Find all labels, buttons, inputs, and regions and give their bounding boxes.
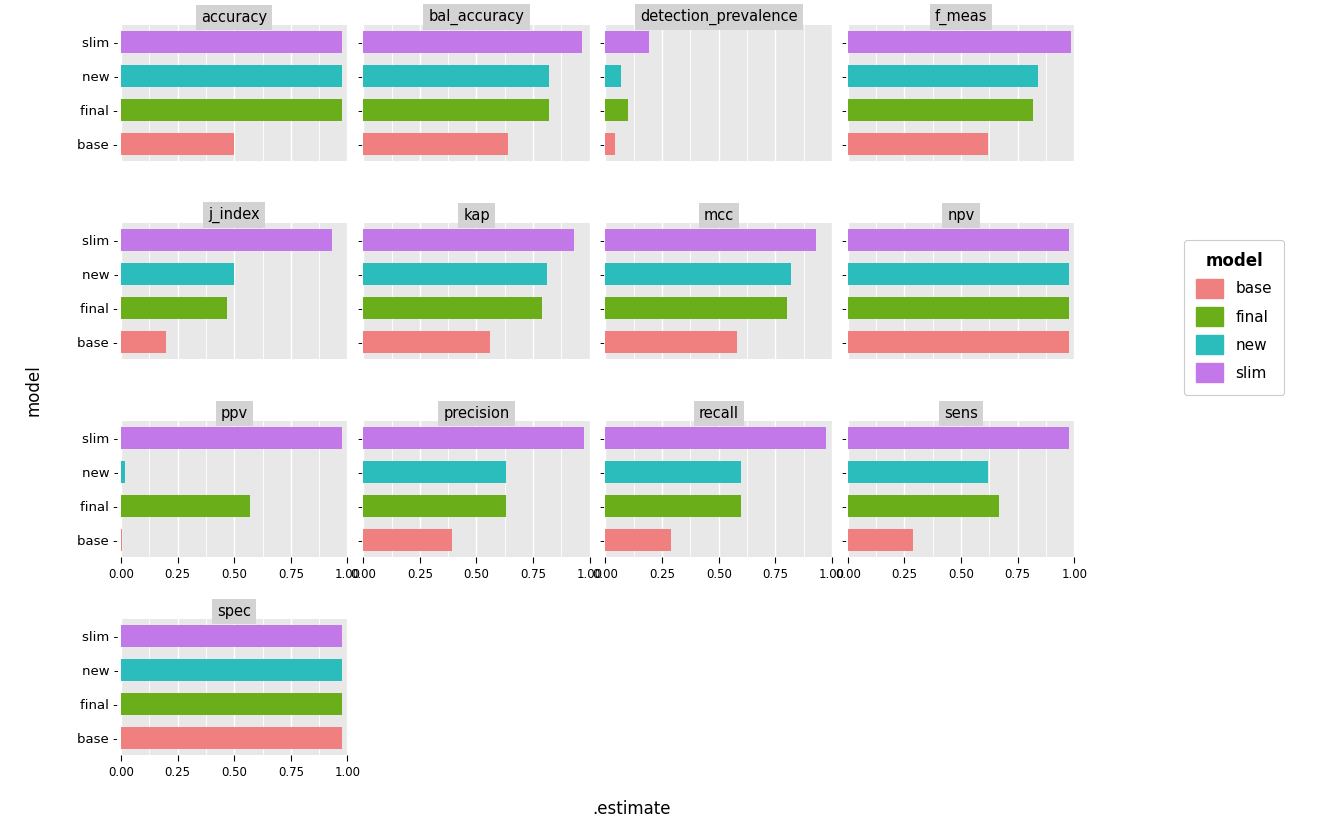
Title: mcc: mcc xyxy=(704,208,734,223)
Bar xyxy=(606,530,671,551)
Text: model: model xyxy=(24,364,43,416)
Title: f_meas: f_meas xyxy=(934,8,988,25)
Bar xyxy=(848,65,1038,87)
Bar xyxy=(363,31,582,53)
Bar xyxy=(363,461,505,483)
Bar xyxy=(848,297,1068,320)
Bar xyxy=(363,331,491,354)
Text: .estimate: .estimate xyxy=(593,800,671,818)
Bar xyxy=(848,229,1068,251)
Title: ppv: ppv xyxy=(220,406,247,421)
Bar xyxy=(848,530,914,551)
Bar xyxy=(363,65,548,87)
Bar xyxy=(121,461,125,483)
Title: detection_prevalence: detection_prevalence xyxy=(640,8,797,25)
Bar xyxy=(121,99,341,121)
Title: j_index: j_index xyxy=(208,207,259,223)
Bar xyxy=(606,134,614,155)
Title: sens: sens xyxy=(943,406,978,421)
Bar xyxy=(363,530,452,551)
Title: bal_accuracy: bal_accuracy xyxy=(429,8,524,25)
Bar xyxy=(606,427,827,449)
Bar xyxy=(363,297,542,320)
Bar xyxy=(121,495,250,517)
Bar xyxy=(848,134,988,155)
Bar xyxy=(121,65,341,87)
Bar xyxy=(121,331,167,354)
Bar xyxy=(121,297,227,320)
Bar xyxy=(363,263,547,286)
Title: kap: kap xyxy=(464,208,489,223)
Bar xyxy=(121,659,341,681)
Bar xyxy=(606,461,742,483)
Bar xyxy=(121,727,341,749)
Bar xyxy=(363,99,548,121)
Title: npv: npv xyxy=(948,208,974,223)
Bar xyxy=(121,263,234,286)
Bar xyxy=(121,693,341,715)
Title: spec: spec xyxy=(218,603,251,619)
Title: recall: recall xyxy=(699,406,739,421)
Bar xyxy=(848,263,1068,286)
Bar xyxy=(606,229,816,251)
Legend: base, final, new, slim: base, final, new, slim xyxy=(1184,240,1285,394)
Bar xyxy=(606,99,628,121)
Title: precision: precision xyxy=(444,406,509,421)
Bar xyxy=(121,31,341,53)
Bar xyxy=(363,134,508,155)
Bar xyxy=(121,134,234,155)
Bar xyxy=(848,427,1068,449)
Bar xyxy=(848,495,1000,517)
Bar xyxy=(848,331,1068,354)
Bar xyxy=(606,495,742,517)
Bar xyxy=(121,229,332,251)
Bar xyxy=(363,495,505,517)
Bar xyxy=(848,31,1071,53)
Bar xyxy=(606,31,649,53)
Bar xyxy=(363,427,585,449)
Bar xyxy=(363,229,574,251)
Bar xyxy=(606,65,621,87)
Bar xyxy=(606,297,786,320)
Bar xyxy=(848,99,1034,121)
Bar xyxy=(606,331,737,354)
Bar xyxy=(848,461,988,483)
Title: accuracy: accuracy xyxy=(202,10,267,25)
Bar xyxy=(121,625,341,647)
Bar xyxy=(121,427,341,449)
Bar xyxy=(606,263,792,286)
